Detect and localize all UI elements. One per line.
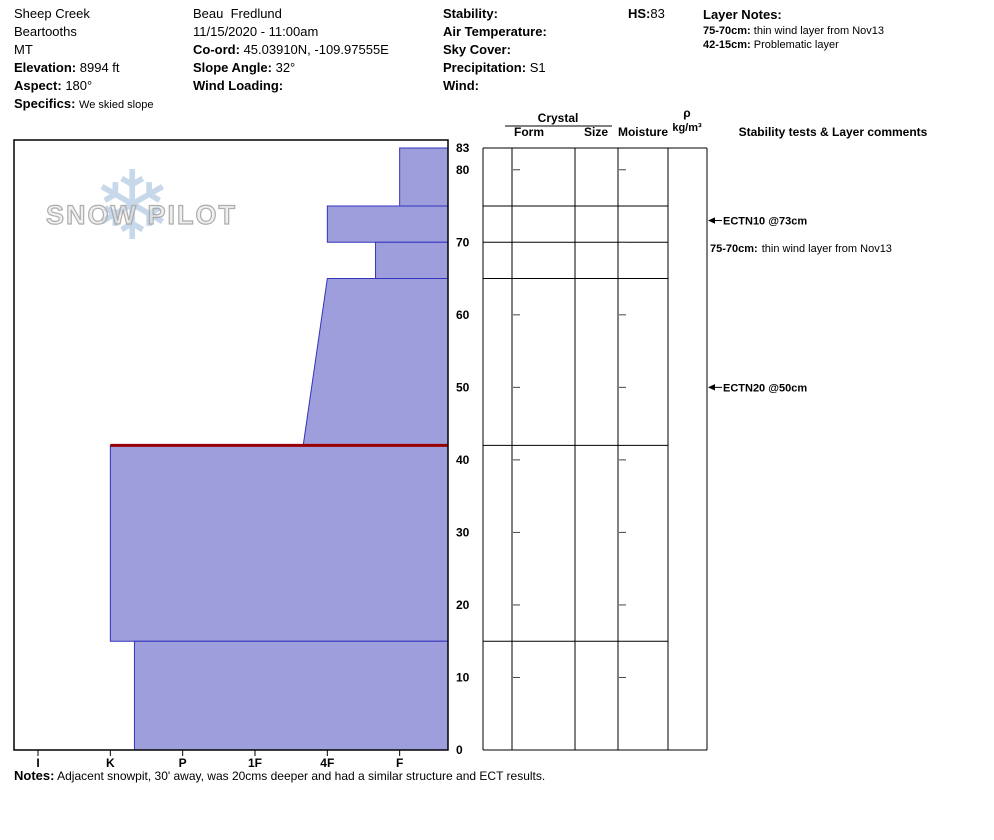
aspect-row: Aspect: 180° — [14, 77, 153, 95]
stability-row: Stability: — [443, 5, 547, 23]
depth-axis-label: 20 — [456, 598, 470, 612]
observation-datetime: 11/15/2020 - 11:00am — [193, 24, 319, 39]
aspect-label: Aspect: — [14, 78, 62, 93]
layer-annotation: ECTN10 @73cm — [723, 216, 807, 228]
depth-axis-label: 83 — [456, 141, 470, 155]
slope-angle-row: Slope Angle: 32° — [193, 59, 389, 77]
layer-note-item: 42-15cm: Problematic layer — [703, 38, 884, 52]
hs-value: 83 — [650, 6, 665, 21]
notes-row: Notes: Adjacent snowpit, 30' away, was 2… — [14, 768, 545, 783]
coordinates-value: 45.03910N, -109.97555E — [243, 42, 389, 57]
depth-axis-label: 40 — [456, 453, 470, 467]
density-header-units: kg/m³ — [672, 122, 702, 134]
layer-note-item: 75-70cm: thin wind layer from Nov13 — [703, 24, 884, 38]
layer-note-text: thin wind layer from Nov13 — [753, 25, 884, 37]
hs-row: HS:83 — [628, 5, 665, 23]
crystal-header: Crystal — [538, 111, 579, 125]
form-column-header: Form — [514, 125, 544, 139]
annotation-arrow-head — [708, 217, 715, 224]
depth-axis-label: 80 — [456, 163, 470, 177]
specifics-value: We skied slope — [79, 99, 154, 111]
snow-layer-bar — [399, 147, 449, 207]
snow-layer-bar — [375, 241, 449, 280]
density-header-symbol: ρ — [683, 106, 690, 120]
snow-layer-bar — [133, 640, 449, 751]
layer-note-range: 42-15cm: — [703, 39, 751, 51]
depth-axis-label: 30 — [456, 525, 470, 539]
hardness-axis-label: F — [396, 756, 403, 770]
precipitation-row: Precipitation: S1 — [443, 59, 547, 77]
specifics-row: Specifics: We skied slope — [14, 95, 153, 114]
profile-plot-frame — [13, 139, 449, 751]
depth-axis-label: 70 — [456, 235, 470, 249]
annotation-normal-text: thin wind layer from Nov13 — [762, 243, 892, 255]
mountain-range: Beartooths — [14, 24, 77, 39]
annotation-bold-text: 75-70cm: — [710, 243, 758, 255]
hs-label: HS: — [628, 6, 651, 21]
annotation-bold-text: ECTN10 @73cm — [723, 216, 807, 228]
air-temperature-row: Air Temperature: — [443, 23, 547, 41]
layer-notes-title: Layer Notes: — [703, 7, 782, 22]
depth-axis-label: 0 — [456, 743, 463, 757]
observer-block: Beau Fredlund 11/15/2020 - 11:00am Co-or… — [193, 5, 389, 95]
weather-block: Stability: Air Temperature: Sky Cover: P… — [443, 5, 547, 95]
layer-notes-block: Layer Notes: 75-70cm: thin wind layer fr… — [703, 5, 884, 52]
snow-layer-bar — [302, 278, 449, 446]
annotation-arrow-head — [708, 384, 715, 391]
wind-row: Wind: — [443, 77, 547, 95]
sky-cover-row: Sky Cover: — [443, 41, 547, 59]
elevation-label: Elevation: — [14, 60, 77, 75]
comments-column-header: Stability tests & Layer comments — [739, 125, 928, 139]
specifics-label: Specifics: — [14, 96, 76, 111]
layer-annotation: ECTN20 @50cm — [723, 382, 807, 394]
annotation-bold-text: ECTN20 @50cm — [723, 382, 807, 394]
notes-text: Adjacent snowpit, 30' away, was 20cms de… — [57, 769, 546, 783]
layer-note-text: Problematic layer — [753, 39, 839, 51]
hardness-axis-label: 4F — [320, 756, 334, 770]
elevation-value: 8994 ft — [79, 60, 120, 75]
coordinates-row: Co-ord: 45.03910N, -109.97555E — [193, 41, 389, 59]
aspect-value: 180° — [65, 78, 93, 93]
air-temperature-label: Air Temperature: — [443, 24, 547, 39]
state: MT — [14, 42, 33, 57]
wind-label: Wind: — [443, 78, 479, 93]
hardness-axis-label: I — [36, 756, 39, 770]
snow-layer-bar — [109, 444, 449, 642]
depth-axis-label: 50 — [456, 380, 470, 394]
sky-cover-label: Sky Cover: — [443, 42, 511, 57]
observer-name: Beau Fredlund — [193, 6, 282, 21]
stability-label: Stability: — [443, 6, 498, 21]
coordinates-label: Co-ord: — [193, 42, 240, 57]
hardness-axis-label: 1F — [248, 756, 262, 770]
depth-axis-label: 60 — [456, 308, 470, 322]
layer-note-range: 75-70cm: — [703, 25, 751, 37]
size-column-header: Size — [584, 125, 608, 139]
elevation-row: Elevation: 8994 ft — [14, 59, 153, 77]
hardness-axis-label: P — [179, 756, 187, 770]
pit-name: Sheep Creek — [14, 6, 90, 21]
notes-label: Notes: — [14, 768, 55, 783]
snow-height-block: HS:83 — [628, 5, 665, 23]
moisture-column-header: Moisture — [618, 125, 668, 139]
precipitation-value: S1 — [529, 60, 546, 75]
location-block: Sheep Creek Beartooths MT Elevation: 899… — [14, 5, 153, 114]
wind-loading-row: Wind Loading: — [193, 77, 389, 95]
snow-layer-bar — [326, 205, 449, 243]
layer-annotation: 75-70cm: thin wind layer from Nov13 — [710, 243, 892, 255]
depth-axis-label: 10 — [456, 670, 470, 684]
wind-loading-label: Wind Loading: — [193, 78, 284, 93]
hardness-axis-label: K — [106, 756, 115, 770]
precipitation-label: Precipitation: — [443, 60, 527, 75]
slope-angle-value: 32° — [275, 60, 296, 75]
slope-angle-label: Slope Angle: — [193, 60, 272, 75]
